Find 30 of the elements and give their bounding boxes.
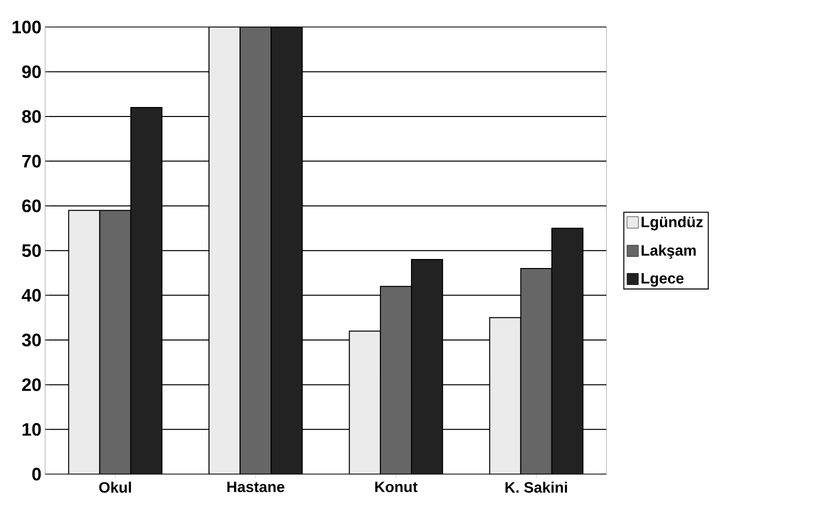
y-tick-label: 60 xyxy=(22,199,41,212)
y-tick-label: 10 xyxy=(22,422,41,436)
x-tick-label: Hastane xyxy=(227,482,284,492)
bar xyxy=(348,330,381,474)
y-tick-label: 80 xyxy=(22,110,41,123)
y-tick-label: 50 xyxy=(22,244,41,257)
y-tick-label: 30 xyxy=(22,333,41,346)
bar xyxy=(208,26,241,474)
y-tick-label: 40 xyxy=(22,288,41,302)
bar xyxy=(410,258,444,474)
bar xyxy=(130,106,162,474)
x-tick-label: Okul xyxy=(99,482,131,493)
bar xyxy=(520,268,552,474)
y-tick-label: 90 xyxy=(22,65,41,78)
bar xyxy=(489,317,522,474)
bar xyxy=(240,26,272,474)
y-tick-label: 100 xyxy=(12,20,41,34)
y-tick-label: 0 xyxy=(32,468,41,480)
legend-label: Lakşam xyxy=(642,244,696,259)
legend-label: Lgündüz xyxy=(642,216,703,230)
y-tick-label: 70 xyxy=(22,154,41,168)
y-tick-label: 20 xyxy=(22,378,41,391)
x-tick-label: Konut xyxy=(375,482,418,492)
bar xyxy=(270,26,303,474)
bar xyxy=(68,210,100,474)
x-tick-label: K. Sakini xyxy=(506,482,567,493)
bar xyxy=(551,228,584,474)
legend-label: Lgece xyxy=(642,273,684,287)
bar xyxy=(380,286,412,474)
bar xyxy=(99,210,132,474)
